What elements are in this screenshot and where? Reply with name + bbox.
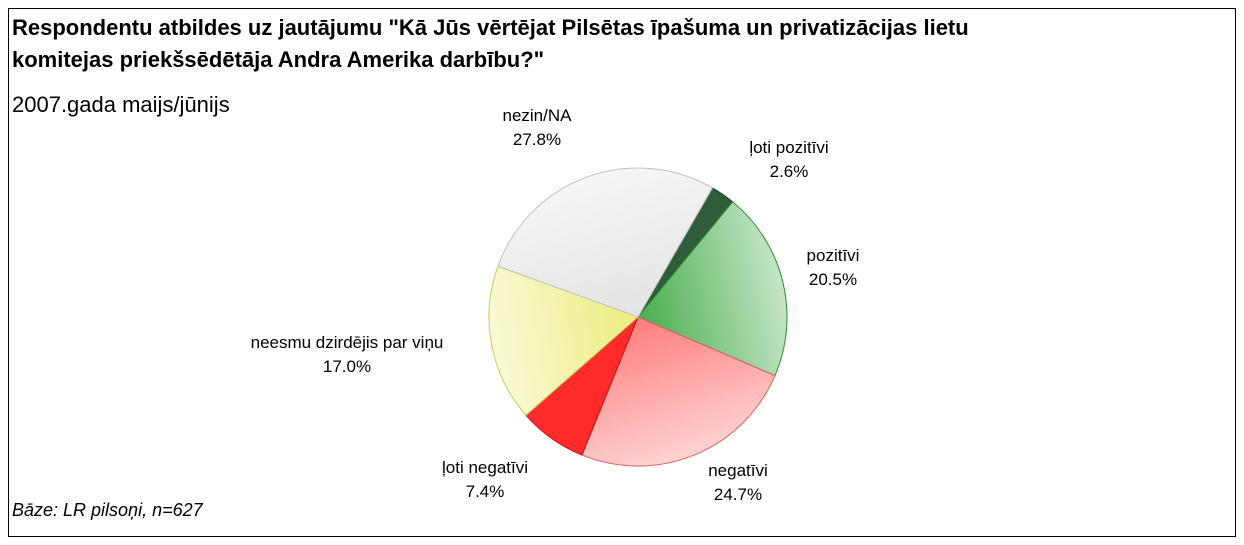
category-label: neesmu dzirdējis par viņu <box>250 333 444 352</box>
chart-title: Respondentu atbildes uz jautājumu "Kā Jū… <box>12 15 969 72</box>
category-label: ļoti negatīvi <box>442 458 528 477</box>
value-label: 20.5% <box>808 270 858 289</box>
value-label: 2.6% <box>769 162 809 181</box>
slice-label: ļoti negatīvi 7.4% <box>415 456 555 504</box>
category-label: pozitīvi <box>806 246 860 265</box>
pie-slice <box>488 265 639 417</box>
slice-label: ļoti pozitīvi 2.6% <box>719 136 859 184</box>
slice-label: neesmu dzirdējis par viņu 17.0% <box>247 331 447 379</box>
value-label: 24.7% <box>713 485 763 504</box>
chart-subtitle: 2007.gada maijs/jūnijs <box>12 92 230 117</box>
slice-label: negatīvi 24.7% <box>688 459 788 507</box>
value-label: 27.8% <box>512 130 562 149</box>
value-label: 17.0% <box>322 357 372 376</box>
slice-label: nezin/NA 27.8% <box>467 104 607 152</box>
category-label: negatīvi <box>708 461 768 480</box>
slice-label: pozitīvi 20.5% <box>783 244 883 292</box>
category-label: ļoti pozitīvi <box>749 138 829 157</box>
note: Bāze: LR pilsoņi, n=627 <box>12 500 203 520</box>
category-label: nezin/NA <box>502 106 572 125</box>
pie-slice <box>637 201 788 377</box>
pie-slice <box>581 316 776 467</box>
frame <box>8 8 1236 537</box>
value-label: 7.4% <box>465 482 505 501</box>
pie-slice <box>497 167 714 318</box>
